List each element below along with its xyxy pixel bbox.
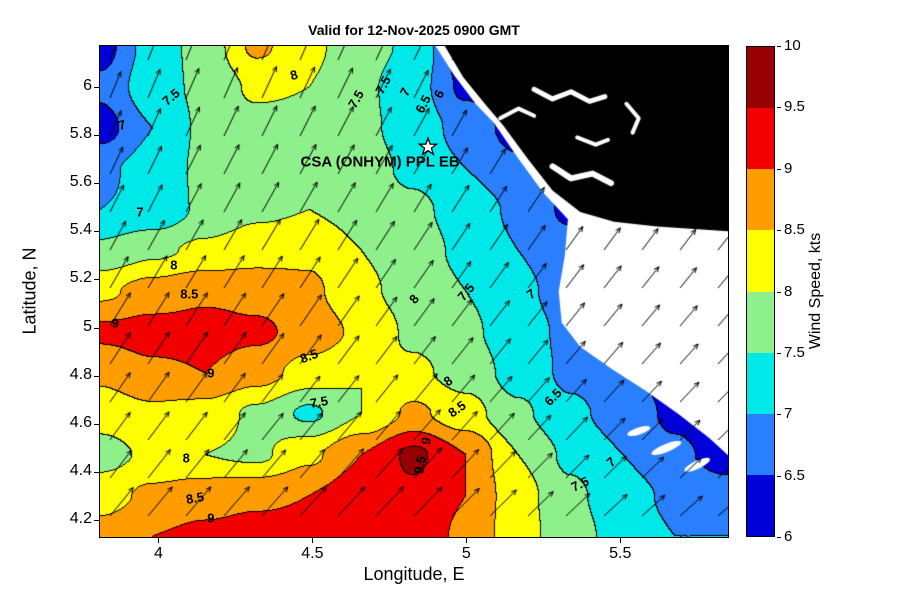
- colorbar-band: [747, 47, 774, 109]
- colorbar-tick-mark: [777, 537, 781, 538]
- site-annotation: CSA (ONHYM) PPL EB: [300, 153, 460, 171]
- colorbar-band: [747, 230, 774, 292]
- colorbar-tick-mark: [777, 230, 781, 232]
- y-tick-label: 5.2: [69, 269, 92, 287]
- colorbar-tick-mark: [777, 46, 781, 47]
- colorbar-tick-label: 7: [784, 405, 793, 423]
- colorbar-band: [747, 108, 774, 170]
- colorbar: [746, 46, 775, 537]
- x-tick-mark: [158, 538, 160, 543]
- y-tick-label: 6: [83, 76, 92, 94]
- plot-title: Valid for 12-Nov-2025 0900 GMT: [308, 22, 520, 38]
- y-tick-mark: [94, 183, 99, 185]
- colorbar-tick-label: 10: [784, 37, 801, 54]
- y-tick-label: 4.8: [69, 365, 92, 383]
- y-tick-label: 4.4: [69, 462, 92, 479]
- y-tick-mark: [94, 231, 99, 233]
- y-tick-mark: [94, 520, 99, 522]
- colorbar-tick-mark: [777, 291, 781, 293]
- x-tick-mark: [312, 538, 314, 543]
- x-tick-label: 5: [461, 545, 471, 562]
- colorbar-tick-mark: [777, 475, 781, 477]
- y-tick-mark: [94, 279, 99, 281]
- colorbar-tick-label: 6: [784, 528, 793, 545]
- colorbar-tick-mark: [777, 414, 781, 416]
- colorbar-band: [747, 291, 774, 353]
- y-tick-mark: [94, 135, 99, 137]
- y-tick-label: 4.6: [69, 413, 92, 431]
- colorbar-band: [747, 352, 774, 414]
- wind-speed-map-canvas: [100, 46, 728, 537]
- colorbar-tick-label: 8: [784, 282, 793, 300]
- colorbar-tick-mark: [777, 168, 781, 170]
- x-tick-mark: [620, 538, 622, 543]
- y-tick-label: 5.4: [69, 221, 92, 239]
- y-tick-label: 5: [83, 317, 92, 335]
- y-tick-mark: [94, 327, 99, 329]
- colorbar-tick-mark: [777, 107, 781, 109]
- colorbar-tick-label: 9.5: [784, 98, 805, 116]
- x-tick-label: 5.5: [609, 545, 632, 562]
- x-tick-label: 4.5: [301, 545, 324, 562]
- colorbar-band: [747, 413, 774, 475]
- y-tick-label: 4.2: [69, 510, 92, 528]
- y-tick-mark: [94, 86, 99, 88]
- colorbar-tick-mark: [777, 352, 781, 354]
- y-axis-label: Latitude, N: [19, 247, 40, 335]
- colorbar-tick-label: 8.5: [784, 221, 805, 239]
- star-marker-icon: [416, 135, 440, 159]
- colorbar-tick-label: 7.5: [784, 343, 805, 361]
- y-tick-label: 5.8: [69, 125, 92, 143]
- map-plot-area: 7.5 8 7.5 7.5 7 6.5 6 7 7 8 8.5 9 9 8.5 8 7.5 7 7.5 8 8.5 9 9…: [99, 45, 729, 538]
- colorbar-band: [747, 474, 774, 536]
- colorbar-band: [747, 169, 774, 231]
- y-tick-mark: [94, 375, 99, 377]
- x-axis-label: Longitude, E: [363, 564, 465, 584]
- y-tick-mark: [94, 423, 99, 425]
- colorbar-label: Wind Speed, kts: [807, 232, 824, 350]
- y-tick-label: 5.6: [69, 173, 92, 191]
- x-tick-label: 4: [154, 545, 163, 562]
- x-tick-mark: [466, 538, 468, 543]
- colorbar-tick-label: 6.5: [784, 466, 805, 484]
- colorbar-tick-label: 9: [784, 159, 793, 177]
- y-tick-mark: [94, 472, 99, 473]
